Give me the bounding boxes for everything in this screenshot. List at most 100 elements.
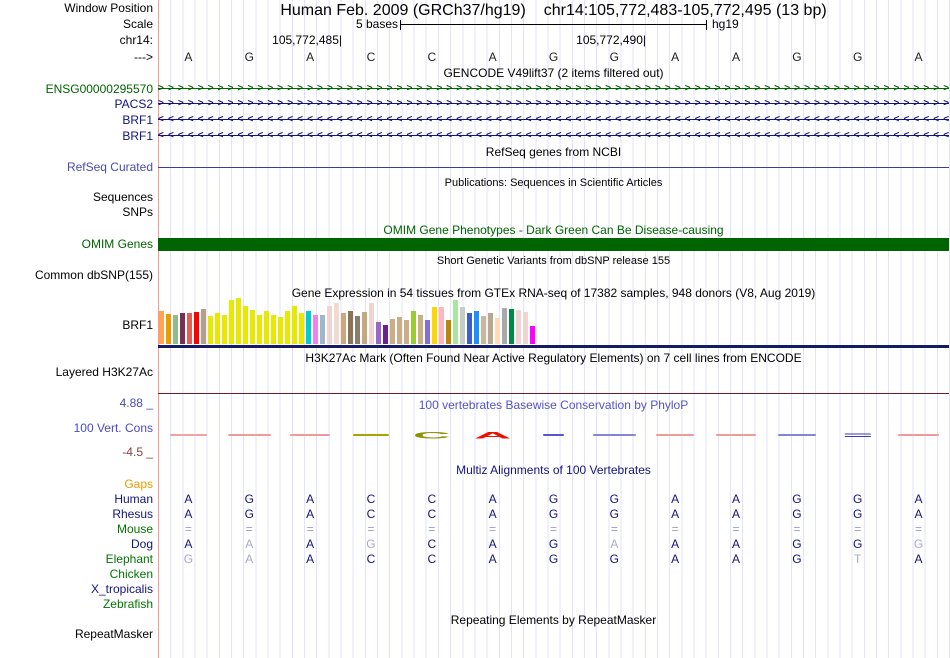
gtex-tissue-bar[interactable] [376,322,381,344]
gtex-tissue-bar[interactable] [523,312,528,344]
multiz-species-row[interactable]: Dog A A A G C A G A A A G G G [0,537,950,552]
gtex-tissue-bar[interactable] [467,313,472,344]
multiz-species-row[interactable]: X_tropicalis [0,582,950,597]
gtex-tissue-bar[interactable] [166,314,171,344]
multiz-species-row[interactable]: Gaps [0,477,950,492]
gtex-tissue-bar[interactable] [306,311,311,344]
multiz-species-label[interactable]: Elephant [105,552,153,566]
gencode-item-label[interactable]: BRF1 [122,113,153,127]
gtex-tissue-bar[interactable] [474,311,479,344]
multiz-species-row[interactable]: Elephant G A A C C A G G A A G T A [0,552,950,567]
gtex-tissue-bar[interactable] [299,313,304,344]
gtex-tissue-bar[interactable] [271,315,276,344]
gtex-tissue-bar[interactable] [439,307,444,344]
multiz-species-label[interactable]: Zebrafish [102,597,153,611]
gtex-tissue-bar[interactable] [404,320,409,344]
gtex-tissue-bar[interactable] [348,311,353,344]
gtex-tissue-bar[interactable] [194,312,199,344]
conservation-track-label[interactable]: 100 Vert. Cons [73,421,153,435]
gtex-tissue-bar[interactable] [159,311,164,344]
gtex-tissue-bar[interactable] [453,300,458,344]
gtex-tissue-bar[interactable] [460,307,465,344]
gtex-tissue-bar[interactable] [257,315,262,344]
gtex-tissue-bar[interactable] [264,311,269,344]
gtex-expression-bar-chart[interactable] [159,298,950,344]
gtex-tissue-bar[interactable] [516,310,521,344]
gtex-tissue-bar[interactable] [187,313,192,344]
gtex-tissue-bar[interactable] [495,318,500,344]
gtex-tissue-bar[interactable] [201,309,206,344]
multiz-species-row[interactable]: Mouse = = = = = = = = = = = = = [0,522,950,537]
gtex-tissue-bar[interactable] [488,313,493,344]
gtex-tissue-bar[interactable] [236,298,241,344]
gencode-gene-arrows[interactable]: <<<<<<<<<<<<<<<<<<<<<<<<<<<<<<<<<<<<<<<<… [158,129,949,142]
gtex-tissue-bar[interactable] [313,315,318,344]
gtex-tissue-bar[interactable] [411,311,416,344]
multiz-species-row[interactable]: Chicken [0,567,950,582]
gencode-item-label[interactable]: PACS2 [114,97,153,111]
gtex-tissue-bar[interactable] [250,310,255,344]
gtex-tissue-bar[interactable] [243,306,248,344]
gtex-tissue-bar[interactable] [341,313,346,344]
multiz-base [523,597,584,612]
refseq-curated-label[interactable]: RefSeq Curated [66,160,153,174]
multiz-base [827,477,888,492]
gtex-tissue-bar[interactable] [292,306,297,344]
gtex-tissue-bar[interactable] [222,315,227,344]
reference-base: G [853,50,863,64]
gtex-tissue-bar[interactable] [208,316,213,344]
multiz-species-label[interactable]: X_tropicalis [90,582,153,596]
multiz-species-row[interactable]: Rhesus A G A C C A G G A A G G A [0,507,950,522]
gtex-tissue-bar[interactable] [334,303,339,344]
common-dbsnp-label[interactable]: Common dbSNP(155) [34,268,153,282]
multiz-species-label[interactable]: Human [114,492,153,506]
gtex-tissue-bar[interactable] [362,312,367,344]
gencode-item-label[interactable]: ENSG00000295570 [45,82,153,96]
gtex-tissue-bar[interactable] [530,326,535,344]
gtex-tissue-bar[interactable] [285,311,290,344]
gtex-tissue-bar[interactable] [432,307,437,344]
gtex-tissue-bar[interactable] [355,316,360,344]
multiz-base: = [793,522,801,536]
gtex-tissue-bar[interactable] [481,316,486,344]
phylop-conservation-wiggle[interactable]: C A = [158,428,949,442]
gtex-tissue-bar[interactable] [397,317,402,344]
multiz-species-label[interactable]: Mouse [116,522,153,536]
gtex-gene-label[interactable]: BRF1 [122,318,153,332]
gtex-tissue-bar[interactable] [425,320,430,344]
multiz-base: A [184,492,193,506]
publications-snps-label[interactable]: SNPs [122,205,153,219]
omim-genes-label[interactable]: OMIM Genes [81,237,153,251]
multiz-species-label[interactable]: Dog [130,537,153,551]
gtex-tissue-bar[interactable] [369,303,374,344]
publications-sequences-label[interactable]: Sequences [92,190,153,204]
gtex-tissue-bar[interactable] [320,315,325,344]
gencode-gene-arrows[interactable]: >>>>>>>>>>>>>>>>>>>>>>>>>>>>>>>>>>>>>>>>… [158,82,949,95]
gtex-tissue-bar[interactable] [173,315,178,344]
gtex-tissue-bar[interactable] [278,317,283,344]
layered-h3k27ac-label[interactable]: Layered H3K27Ac [55,365,153,379]
gencode-gene-arrows[interactable]: >>>>>>>>>>>>>>>>>>>>>>>>>>>>>>>>>>>>>>>>… [158,97,949,110]
multiz-species-row[interactable]: Zebrafish [0,597,950,612]
gtex-tissue-bar[interactable] [383,325,388,344]
multiz-species-label[interactable]: Chicken [109,567,153,581]
gtex-tissue-bar[interactable] [180,313,185,344]
multiz-species-label[interactable]: Rhesus [112,507,153,521]
gtex-tissue-bar[interactable] [509,309,514,344]
gtex-tissue-bar[interactable] [327,306,332,344]
gtex-tissue-bar[interactable] [215,313,220,344]
multiz-base: T [854,552,862,566]
repeatmasker-label[interactable]: RepeatMasker [74,627,153,641]
refseq-curated-gene-line[interactable] [158,167,949,168]
gtex-tissue-bar[interactable] [418,315,423,344]
gtex-tissue-bar[interactable] [446,320,451,344]
gtex-tissue-bar[interactable] [502,308,507,344]
gtex-gene-model-line[interactable] [158,345,949,348]
omim-gene-bar[interactable] [158,238,949,251]
gencode-item-label[interactable]: BRF1 [122,129,153,143]
gencode-gene-arrows[interactable]: <<<<<<<<<<<<<<<<<<<<<<<<<<<<<<<<<<<<<<<<… [158,113,949,126]
gtex-tissue-bar[interactable] [229,300,234,344]
multiz-species-label[interactable]: Gaps [124,477,153,491]
multiz-species-row[interactable]: Human A G A C C A G G A A G G A [0,492,950,507]
gtex-tissue-bar[interactable] [390,319,395,344]
